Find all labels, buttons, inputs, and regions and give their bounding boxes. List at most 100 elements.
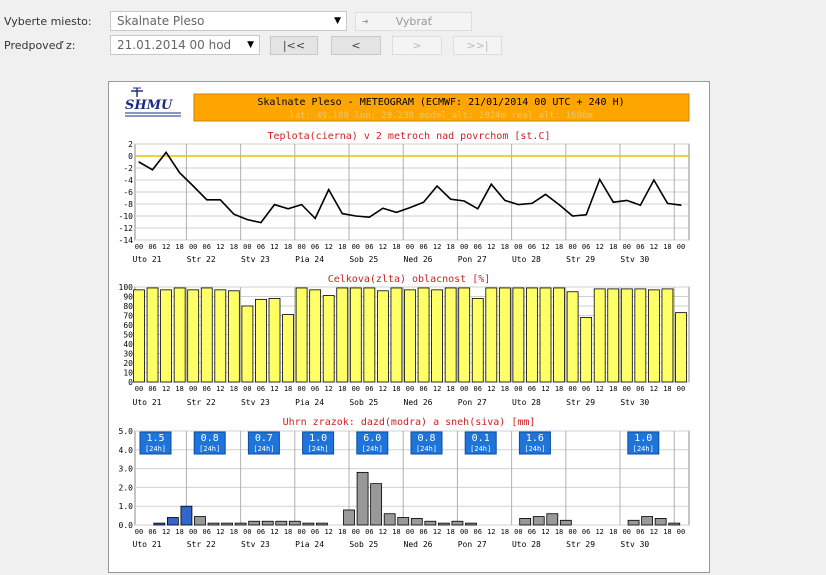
- temperature-point: [490, 183, 492, 185]
- x-tick-label: 18: [230, 528, 238, 536]
- x-tick-label: 00: [243, 385, 251, 393]
- cloud-bar: [607, 288, 620, 383]
- temperature-point: [382, 207, 384, 209]
- daily-total-period: [24h]: [145, 445, 166, 453]
- x-tick-label: 18: [609, 243, 617, 251]
- x-tick-label: 18: [446, 528, 454, 536]
- daily-total-box: [518, 431, 551, 455]
- day-label: Stv 30: [620, 255, 649, 264]
- x-tick-label: 06: [582, 385, 590, 393]
- x-tick-label: 06: [257, 243, 265, 251]
- x-tick-label: 18: [392, 243, 400, 251]
- daily-total-box: [302, 431, 335, 455]
- x-tick-label: 12: [487, 385, 495, 393]
- temperature-point: [368, 216, 370, 218]
- x-tick-label: 12: [162, 243, 170, 251]
- x-tick-label: 12: [379, 528, 387, 536]
- meteogram: SHMU Skalnate Pleso - METEOGRAM (ECMWF: …: [119, 87, 690, 549]
- day-label: Sob 25: [349, 540, 378, 549]
- day-label: Pia 24: [295, 540, 324, 549]
- x-tick-label: 06: [365, 243, 373, 251]
- sneh-bar: [627, 519, 640, 526]
- daily-total-value: 1.0: [309, 433, 327, 444]
- sneh-bar: [275, 520, 288, 526]
- y-tick-label: 20: [123, 359, 133, 368]
- x-tick-label: 12: [650, 243, 658, 251]
- x-tick-label: 06: [636, 243, 644, 251]
- x-tick-label: 00: [243, 243, 251, 251]
- temperature-point: [395, 211, 398, 213]
- first-button[interactable]: |<<: [270, 36, 318, 55]
- x-tick-label: 00: [514, 528, 522, 536]
- x-tick-label: 06: [419, 528, 427, 536]
- next-button[interactable]: >: [392, 36, 442, 55]
- temperature-point: [273, 204, 276, 206]
- x-tick-label: 12: [541, 528, 549, 536]
- location-select[interactable]: Skalnate Pleso ▼: [110, 11, 347, 31]
- x-tick-label: 12: [324, 243, 332, 251]
- x-tick-label: 12: [324, 385, 332, 393]
- x-tick-label: 12: [216, 243, 224, 251]
- arrow-right-icon: ➔: [362, 17, 369, 26]
- sneh-bar: [221, 522, 233, 526]
- x-tick-label: 00: [406, 243, 414, 251]
- x-tick-label: 00: [189, 528, 197, 536]
- day-label: Ned 26: [404, 255, 433, 264]
- x-tick-label: 12: [433, 385, 441, 393]
- x-tick-label: 12: [541, 385, 549, 393]
- x-tick-label: 00: [623, 243, 631, 251]
- sneh-bar: [559, 519, 572, 526]
- daily-total-period: [24h]: [362, 445, 383, 453]
- day-label: Str 22: [187, 540, 216, 549]
- x-tick-label: 18: [284, 528, 292, 536]
- x-tick-label: 18: [501, 385, 509, 393]
- day-label: Ned 26: [404, 398, 433, 407]
- cloud-bar: [485, 287, 498, 383]
- x-tick-label: 12: [650, 528, 658, 536]
- temperature-point: [558, 204, 560, 206]
- last-button[interactable]: >>|: [453, 36, 502, 55]
- dazd-bar: [153, 522, 166, 526]
- x-tick-label: 12: [487, 243, 495, 251]
- daily-total-box: [464, 431, 497, 455]
- cloud-bar: [227, 290, 240, 383]
- forecast-select[interactable]: 21.01.2014 00 hod ▼: [110, 35, 260, 55]
- cloud-bar: [648, 289, 660, 383]
- meteogram-subtitle: lat: 49.180 lon: 20.230 model_alt: 1024m…: [289, 111, 592, 121]
- prev-button[interactable]: <: [331, 36, 381, 55]
- x-tick-label: 06: [203, 385, 211, 393]
- y-tick-label: 70: [123, 312, 133, 321]
- cloud-bar: [214, 289, 227, 383]
- x-tick-label: 18: [663, 243, 671, 251]
- x-tick-label: 12: [650, 385, 658, 393]
- y-tick-label: 0: [128, 152, 133, 161]
- x-tick-label: 12: [433, 243, 441, 251]
- x-tick-label: 12: [541, 243, 549, 251]
- x-tick-label: 12: [216, 385, 224, 393]
- x-tick-label: 00: [352, 528, 360, 536]
- precipitation-chart: Uhrn zrazok: dazd(modra) a sneh(siva) [m…: [119, 417, 690, 549]
- day-label: Pia 24: [295, 398, 324, 407]
- temperature-point: [504, 199, 506, 201]
- cloud-bar: [390, 287, 403, 383]
- select-button[interactable]: ➔ Vybrať: [355, 12, 472, 31]
- x-tick-label: 00: [135, 528, 143, 536]
- x-tick-label: 18: [609, 528, 617, 536]
- x-tick-label: 18: [501, 243, 509, 251]
- cloud-bar: [539, 287, 552, 383]
- location-value: Skalnate Pleso: [117, 14, 205, 28]
- day-label: Uto 21: [133, 398, 162, 407]
- cloud-bar: [349, 287, 362, 383]
- cloud-bar: [404, 289, 416, 383]
- y-tick-label: -12: [119, 224, 134, 233]
- x-tick-label: 18: [663, 528, 671, 536]
- x-tick-label: 06: [636, 385, 644, 393]
- sneh-bar: [248, 520, 261, 526]
- temperature-point: [341, 213, 343, 215]
- cloud-bar: [444, 287, 457, 383]
- x-tick-label: 06: [474, 528, 482, 536]
- x-tick-label: 18: [284, 385, 292, 393]
- x-tick-label: 18: [392, 385, 400, 393]
- temperature-point: [612, 201, 614, 203]
- daily-total-value: 0.8: [201, 433, 219, 444]
